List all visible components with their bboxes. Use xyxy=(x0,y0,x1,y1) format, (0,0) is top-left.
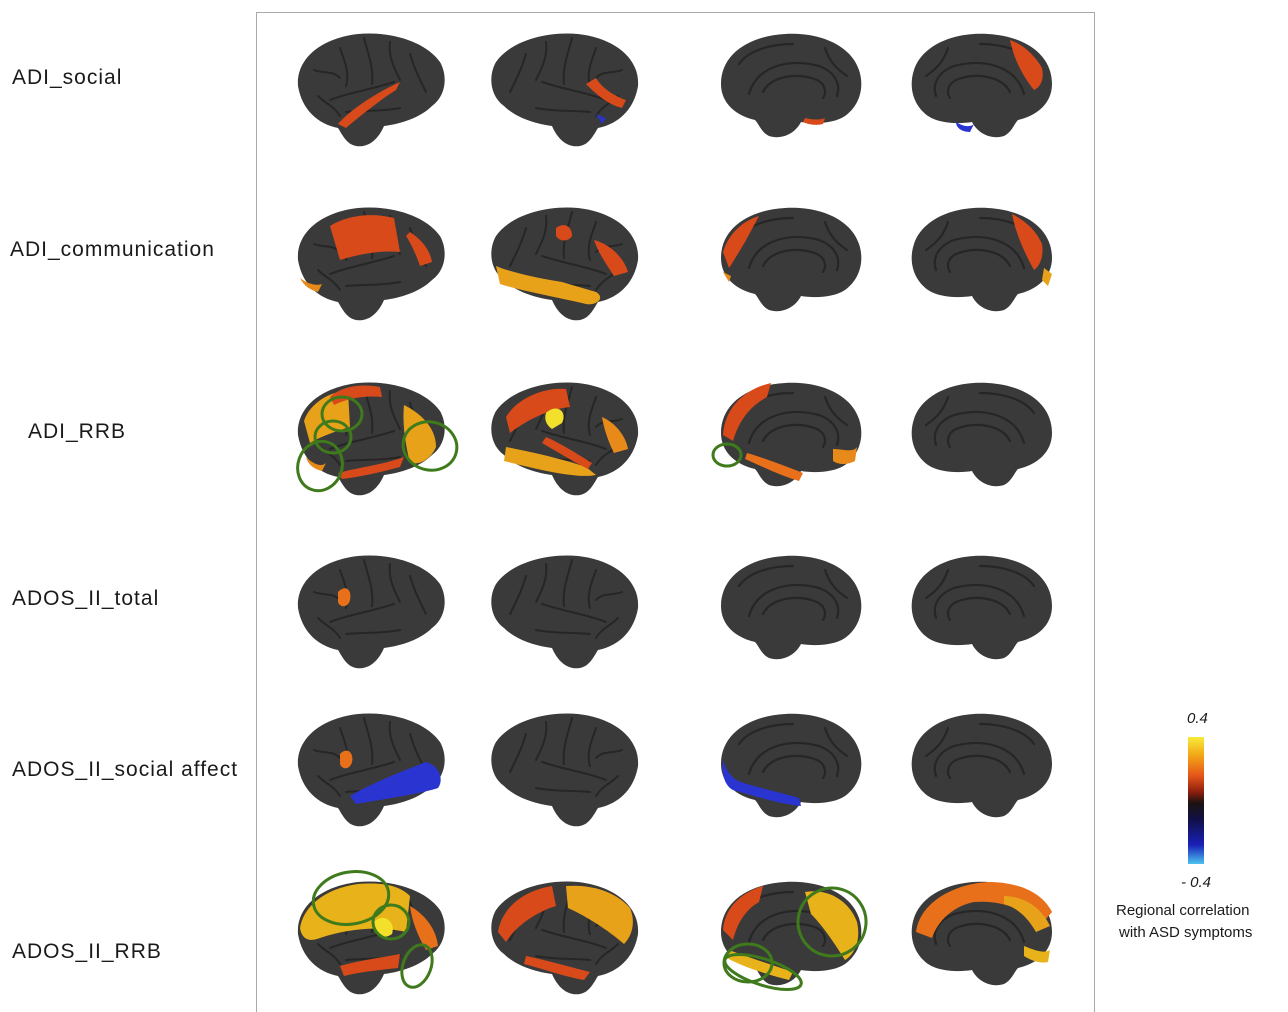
colorbar-caption-line2: with ASD symptoms xyxy=(1119,924,1253,941)
brain-ados-social-affect-left-medial xyxy=(721,713,862,818)
brain-adi-communication-left-medial xyxy=(721,207,862,312)
brain-ados-rrb-left-medial xyxy=(721,881,862,986)
brain-adi-rrb-left-lateral xyxy=(297,382,445,496)
colorbar-min-label: - 0.4 xyxy=(1181,874,1212,891)
brain-adi-rrb-right-medial xyxy=(911,382,1052,487)
row-label-ados-social-affect: ADOS_II_social affect xyxy=(12,758,239,781)
brain-adi-communication-left-lateral xyxy=(297,207,445,321)
brain-ados-rrb-left-lateral xyxy=(297,881,445,995)
row-label-ados-total: ADOS_II_total xyxy=(12,587,160,610)
brain-ados-total-right-medial xyxy=(911,555,1052,660)
highlight-circles xyxy=(296,395,868,991)
brain-ados-rrb-right-lateral xyxy=(491,881,639,995)
brain-adi-social-left-lateral xyxy=(297,33,445,147)
row-label-adi-social: ADI_social xyxy=(12,66,123,89)
brain-adi-social-left-medial xyxy=(721,33,862,138)
colorbar xyxy=(1188,737,1204,864)
colorbar-caption-line1: Regional correlation xyxy=(1116,902,1250,919)
brain-ados-total-right-lateral xyxy=(491,555,639,669)
brain-adi-social-right-lateral xyxy=(491,33,639,147)
brain-adi-rrb-left-medial xyxy=(721,382,862,487)
brain-adi-rrb-right-lateral xyxy=(491,382,639,496)
row-label-adi-rrb: ADI_RRB xyxy=(28,420,127,443)
brain-adi-social-right-medial xyxy=(911,33,1052,138)
brain-ados-social-affect-right-medial xyxy=(911,713,1052,818)
row-label-adi-communication: ADI_communication xyxy=(10,238,215,261)
brain-ados-total-left-medial xyxy=(721,555,862,660)
brain-adi-communication-right-lateral xyxy=(491,207,639,321)
row-label-ados-rrb: ADOS_II_RRB xyxy=(12,940,162,963)
brain-ados-social-affect-right-lateral xyxy=(491,713,639,827)
colorbar-max-label: 0.4 xyxy=(1187,710,1208,727)
brain-ados-rrb-right-medial xyxy=(911,881,1052,986)
brain-figure-panel xyxy=(256,12,1095,1012)
brain-ados-social-affect-left-lateral xyxy=(297,713,445,827)
brain-ados-total-left-lateral xyxy=(297,555,445,669)
brain-adi-communication-right-medial xyxy=(911,207,1052,312)
